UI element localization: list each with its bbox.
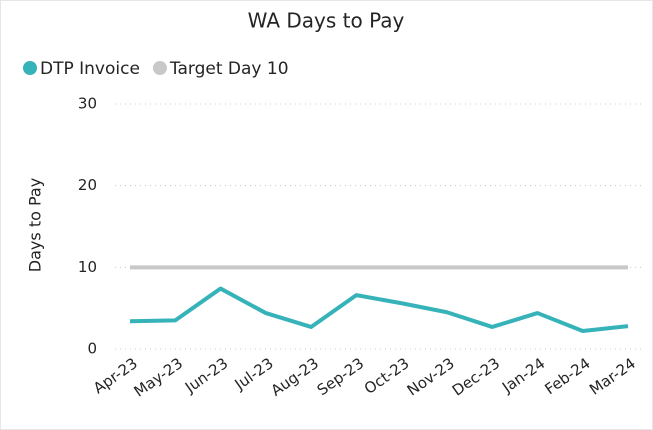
line-series <box>129 286 629 334</box>
y-tick-label: 10 <box>78 258 97 276</box>
legend-marker <box>152 61 167 75</box>
chart-title: WA Days to Pay <box>248 9 405 33</box>
legend-label: Target Day 10 <box>169 59 289 79</box>
y-tick-label: 0 <box>87 340 97 358</box>
y-tick-label: 30 <box>78 95 97 113</box>
legend-label: DTP Invoice <box>40 59 140 79</box>
legend-marker <box>23 61 37 75</box>
y-tick-label: 20 <box>78 176 97 194</box>
y-axis-title: Days to Pay <box>26 178 45 272</box>
